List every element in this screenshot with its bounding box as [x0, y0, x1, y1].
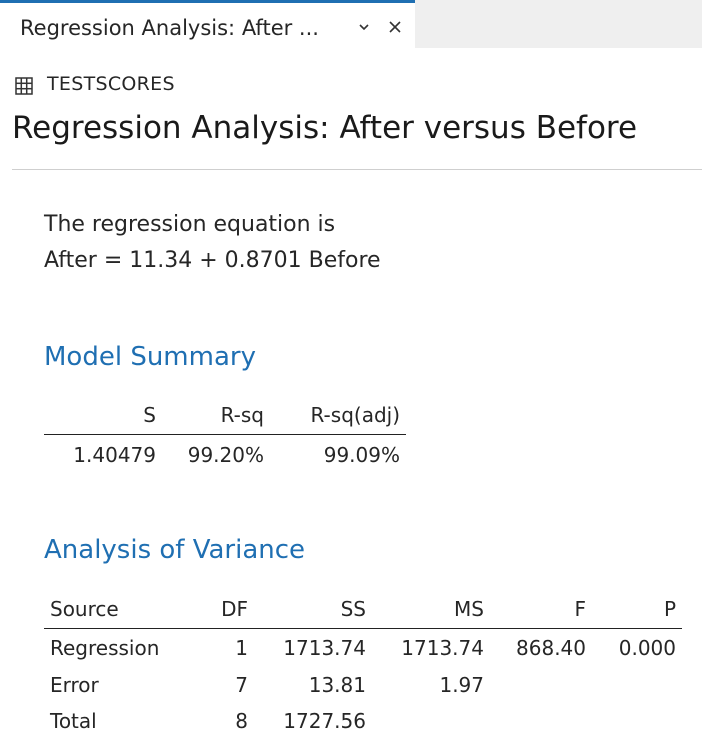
anova-heading: Analysis of Variance: [44, 535, 306, 565]
table-header-rule: [44, 628, 682, 629]
row-total-source: Total: [50, 709, 97, 733]
row-regression-source: Regression: [50, 636, 160, 660]
cell-rsq-adj: 99.09%: [323, 443, 400, 467]
row-regression-f: 868.40: [516, 636, 586, 660]
row-error-df: 7: [235, 673, 248, 697]
col-header-f: F: [574, 597, 586, 621]
tab-title: Regression Analysis: After ...: [20, 16, 319, 40]
col-header-source: Source: [50, 597, 119, 621]
col-header-rsq-adj: R-sq(adj): [310, 403, 400, 427]
row-total-ss: 1727.56: [283, 709, 366, 733]
row-regression-p: 0.000: [618, 636, 676, 660]
tab-bar: Regression Analysis: After ...: [0, 0, 702, 48]
model-summary-heading: Model Summary: [44, 342, 256, 372]
worksheet-grid-icon: [15, 77, 33, 95]
col-header-rsq: R-sq: [220, 403, 264, 427]
close-icon[interactable]: [387, 19, 403, 35]
col-header-ms: MS: [454, 597, 484, 621]
regression-equation: After = 11.34 + 0.8701 Before: [44, 248, 381, 273]
page-title: Regression Analysis: After versus Before: [12, 110, 638, 146]
row-error-source: Error: [50, 673, 99, 697]
row-regression-ms: 1713.74: [401, 636, 484, 660]
cell-rsq: 99.20%: [187, 443, 264, 467]
col-header-p: P: [663, 597, 676, 621]
chevron-down-icon[interactable]: [357, 20, 371, 34]
col-header-s: S: [143, 403, 156, 427]
cell-s: 1.40479: [73, 443, 156, 467]
table-header-rule: [44, 434, 406, 435]
row-error-ms: 1.97: [439, 673, 484, 697]
col-header-ss: SS: [340, 597, 366, 621]
title-divider: [12, 169, 702, 170]
row-regression-df: 1: [235, 636, 248, 660]
row-error-ss: 13.81: [308, 673, 366, 697]
row-regression-ss: 1713.74: [283, 636, 366, 660]
row-total-df: 8: [235, 709, 248, 733]
output-tab[interactable]: Regression Analysis: After ...: [0, 0, 415, 48]
equation-intro: The regression equation is: [44, 212, 336, 237]
worksheet-name: TESTSCORES: [47, 73, 175, 95]
col-header-df: DF: [221, 597, 248, 621]
